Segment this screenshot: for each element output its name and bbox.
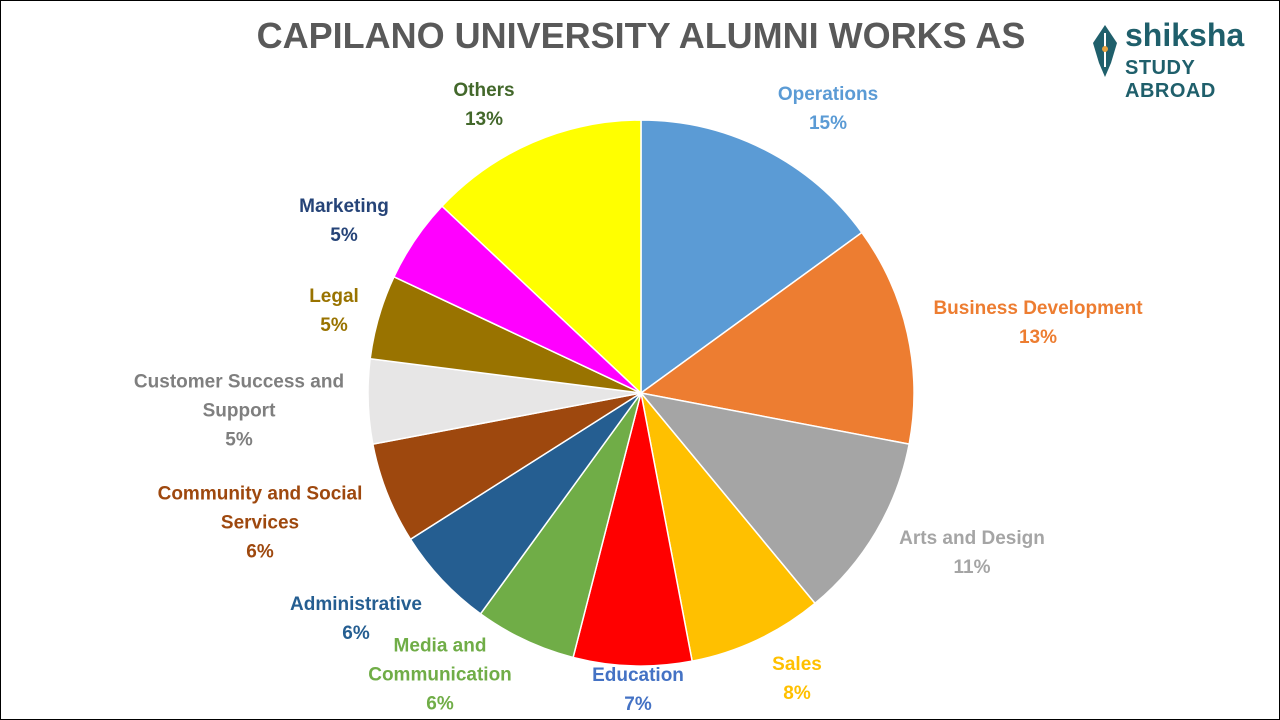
logo-icon — [1093, 25, 1117, 77]
pie-slice — [440, 119, 642, 395]
value-label: 6% — [426, 693, 454, 715]
chart-title: CAPILANO UNIVERSITY ALUMNI WORKS AS — [256, 15, 1026, 56]
pie-slice — [640, 119, 863, 395]
value-label: 13% — [1018, 327, 1058, 348]
pie-slice — [639, 391, 911, 605]
category-label: Legal — [309, 286, 359, 307]
data-label: Administrative 6% — [256, 590, 456, 648]
data-label: Business Development 13% — [908, 294, 1168, 352]
value-label: 6% — [342, 623, 370, 644]
pie-slice — [639, 231, 915, 446]
data-label: Legal 5% — [274, 282, 394, 340]
category-label: Business Development — [933, 298, 1143, 319]
data-label: Marketing 5% — [274, 192, 414, 250]
value-label: 8% — [783, 683, 811, 704]
pie-slice — [572, 392, 694, 667]
value-label: 5% — [225, 429, 253, 451]
value-label: 15% — [808, 113, 848, 134]
category-label: Others — [453, 80, 515, 101]
category-label: Education — [592, 665, 684, 686]
data-label: Operations 15% — [728, 80, 928, 138]
logo-name: shiksha — [1125, 17, 1245, 53]
data-label: Community and Social Services 6% — [140, 480, 380, 567]
data-label: Media and Communication 6% — [355, 632, 525, 719]
logo-tagline: STUDY ABROAD — [1125, 57, 1216, 102]
category-label: Operations — [777, 84, 879, 105]
category-label: Marketing — [299, 196, 389, 217]
pie-slice — [640, 392, 817, 663]
data-label: Others 13% — [424, 76, 544, 134]
data-label: Customer Success and Support 5% — [119, 368, 359, 455]
data-label: Education 7% — [568, 661, 708, 719]
logo: shiksha STUDY ABROAD — [1089, 17, 1269, 102]
category-label: Media and Communication — [368, 635, 512, 686]
value-label: 6% — [246, 541, 274, 563]
category-label: Community and Social Services — [157, 483, 363, 534]
data-label: Arts and Design 11% — [872, 524, 1072, 582]
category-label: Arts and Design — [899, 528, 1045, 549]
data-label: Sales 8% — [737, 650, 857, 708]
value-label: 5% — [320, 315, 348, 336]
value-label: 5% — [330, 225, 358, 246]
category-label: Sales — [772, 654, 822, 675]
value-label: 13% — [464, 109, 504, 130]
value-label: 7% — [624, 694, 652, 715]
value-label: 11% — [953, 557, 991, 578]
category-label: Customer Success and Support — [133, 371, 345, 422]
category-label: Administrative — [290, 594, 422, 615]
